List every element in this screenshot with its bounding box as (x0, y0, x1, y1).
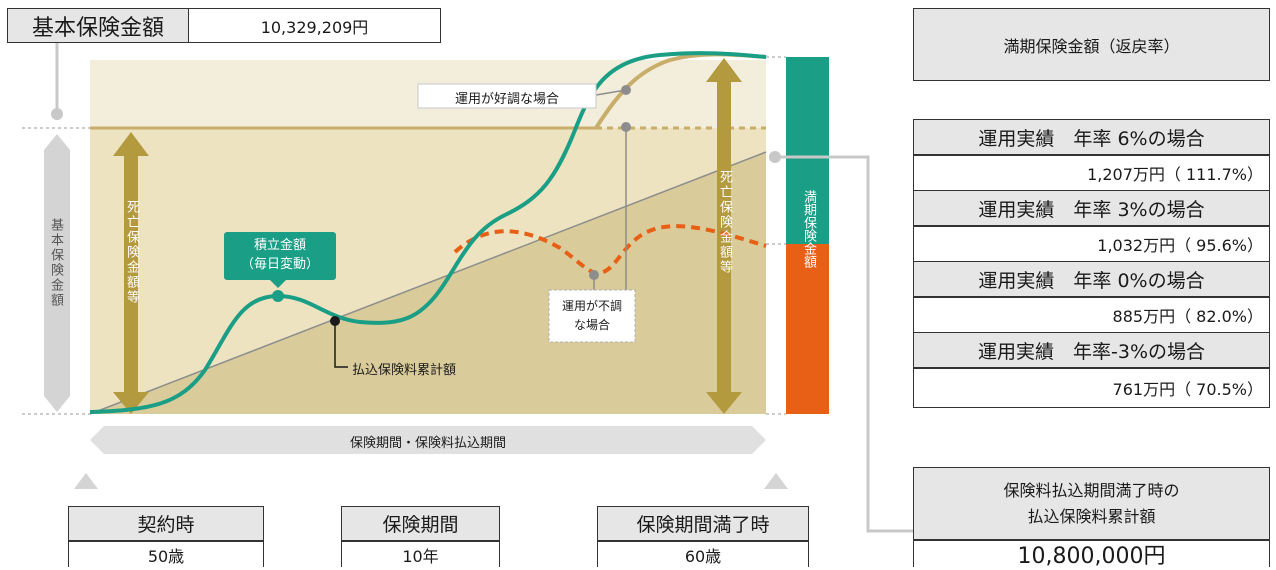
basic-sum-label: 基本保険金額 (7, 8, 189, 43)
scenario-label-0: 運用実績 年率 0%の場合 (913, 261, 1270, 297)
bad-case-line1: 運用が不調 (561, 299, 622, 313)
death-benefit-arrow-right (706, 58, 742, 414)
accumulated-label: 積立金額 （毎日変動） (224, 236, 336, 274)
basic-sum-value: 10,329,209円 (188, 8, 441, 43)
scenario-value-0: 885万円（ 82.0%） (913, 297, 1270, 333)
connector-dot-left (51, 108, 63, 120)
period-arrow-label: 保険期間・保険料払込期間 (349, 436, 506, 451)
bad-case-curve (453, 224, 767, 276)
maturity-header: 満期保険金額（返戻率） (913, 8, 1270, 81)
death-benefit-label-left: 死亡保険金額等 (124, 200, 139, 305)
connector-dot-right (769, 151, 781, 163)
scenario-value-minus3: 761万円（ 70.5%） (913, 368, 1270, 408)
good-case-leader (595, 89, 627, 96)
period-label: 保険期間 (341, 506, 500, 541)
premium-total-label: 払込保険料累計額 (352, 363, 457, 378)
bad-case-label: 運用が不調 な場合 (549, 297, 635, 335)
end-triangle (764, 473, 788, 489)
death-benefit-label-right: 死亡保険金額等 (717, 170, 732, 275)
premium-leader (334, 321, 348, 368)
payment-total-line1: 保険料払込期間満了時の (1003, 480, 1180, 500)
scenario-value-3: 1,032万円（ 95.6%） (913, 226, 1270, 262)
payment-total-line2: 払込保険料累計額 (1027, 506, 1156, 526)
period-value: 10年 (341, 541, 500, 567)
scenario-label-minus3: 運用実績 年率-3%の場合 (913, 332, 1270, 368)
payment-total-label: 保険料払込期間満了時の 払込保険料累計額 (913, 467, 1270, 540)
contract-value: 50歳 (68, 541, 264, 567)
scenario-value-6: 1,207万円（ 111.7%） (913, 155, 1270, 191)
good-case-box (417, 83, 597, 109)
accumulated-label-line2: （毎日変動） (240, 257, 319, 272)
death-benefit-arrow-left (113, 132, 149, 414)
accumulated-value-curve (89, 51, 767, 414)
accumulated-label-line1: 積立金額 (253, 238, 306, 253)
contract-label: 契約時 (68, 506, 264, 541)
bad-case-line2: な場合 (573, 318, 610, 332)
end-value: 60歳 (597, 541, 809, 567)
scenario-label-3: 運用実績 年率 3%の場合 (913, 190, 1270, 226)
accumulated-point (272, 290, 284, 302)
accumulated-box-pointer (270, 280, 286, 288)
bad-case-box (548, 289, 636, 343)
contract-triangle (74, 473, 98, 489)
basic-sum-gray-arrow (44, 134, 70, 412)
maturity-bar-teal (786, 57, 829, 244)
maturity-bar-orange (786, 244, 829, 414)
connector-right (780, 155, 913, 533)
accumulated-box (224, 232, 336, 280)
maturity-bar-label: 満期保険金額 (801, 190, 816, 268)
good-case-label: 運用が好調な場合 (454, 92, 559, 107)
vertical-basic-sum-label: 基本保険金額 (48, 218, 63, 308)
payment-total-value: 10,800,000円 (913, 540, 1270, 569)
end-label: 保険期間満了時 (597, 506, 809, 541)
period-arrow (90, 426, 766, 454)
scenario-label-6: 運用実績 年率 6%の場合 (913, 119, 1270, 155)
